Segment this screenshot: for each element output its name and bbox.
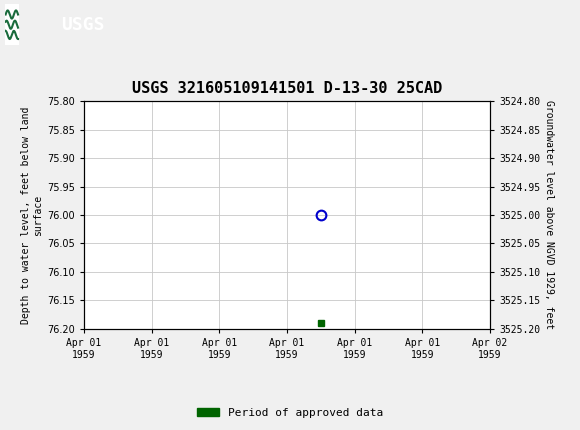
Y-axis label: Depth to water level, feet below land
surface: Depth to water level, feet below land su… [21, 106, 43, 324]
Title: USGS 321605109141501 D-13-30 25CAD: USGS 321605109141501 D-13-30 25CAD [132, 81, 442, 96]
Bar [5, 4, 19, 45]
Y-axis label: Groundwater level above NGVD 1929, feet: Groundwater level above NGVD 1929, feet [545, 101, 554, 329]
Text: USGS: USGS [61, 16, 104, 34]
Legend: Period of approved data: Period of approved data [193, 403, 387, 422]
